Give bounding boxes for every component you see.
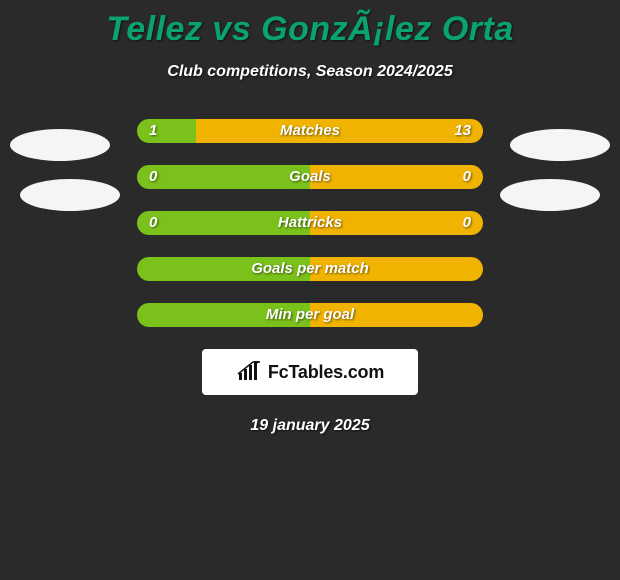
- subtitle: Club competitions, Season 2024/2025: [0, 63, 620, 81]
- avatar-right-player-1: [510, 129, 610, 161]
- stat-fill-right: [196, 119, 483, 143]
- stat-fill-left: [137, 257, 310, 281]
- stat-fill-left: [137, 119, 196, 143]
- stat-bars: Matches113 Goals00 Hattricks00 Goals per ma…: [137, 119, 483, 327]
- stat-row-goals-per-match: Goals per match: [137, 257, 483, 281]
- stat-fill-right: [310, 165, 483, 189]
- branding-chart-icon: [236, 361, 262, 383]
- stat-row-goals: Goals00: [137, 165, 483, 189]
- stat-fill-left: [137, 211, 310, 235]
- avatar-right-player-2: [500, 179, 600, 211]
- stat-fill-right: [310, 211, 483, 235]
- stat-row-min-per-goal: Min per goal: [137, 303, 483, 327]
- stat-row-hattricks: Hattricks00: [137, 211, 483, 235]
- snapshot-date: 19 january 2025: [0, 417, 620, 435]
- stat-row-matches: Matches113: [137, 119, 483, 143]
- branding-text: FcTables.com: [268, 362, 384, 383]
- comparison-chart: Matches113 Goals00 Hattricks00 Goals per ma…: [0, 119, 620, 327]
- page-title: Tellez vs GonzÃ¡lez Orta: [0, 0, 620, 49]
- stat-fill-right: [310, 257, 483, 281]
- avatar-left-player-2: [20, 179, 120, 211]
- avatar-left-player-1: [10, 129, 110, 161]
- branding-badge: FcTables.com: [202, 349, 418, 395]
- stat-fill-left: [137, 303, 310, 327]
- stat-fill-right: [310, 303, 483, 327]
- stat-fill-left: [137, 165, 310, 189]
